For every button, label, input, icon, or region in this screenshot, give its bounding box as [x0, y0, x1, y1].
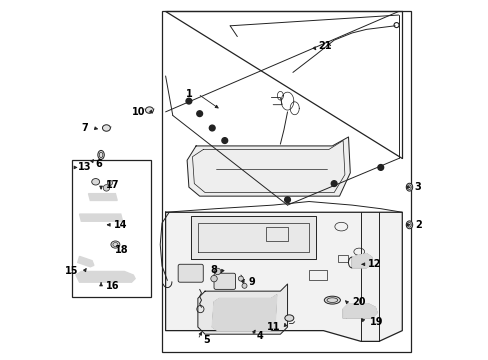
Ellipse shape: [285, 315, 293, 321]
Circle shape: [103, 185, 109, 191]
Text: 7: 7: [81, 123, 88, 133]
Circle shape: [210, 275, 217, 282]
Ellipse shape: [324, 296, 340, 304]
Polygon shape: [78, 256, 94, 267]
Text: 2: 2: [414, 220, 421, 230]
Circle shape: [284, 197, 290, 203]
Circle shape: [209, 125, 215, 131]
Circle shape: [196, 111, 202, 117]
Text: 1: 1: [185, 89, 192, 99]
Circle shape: [377, 165, 383, 170]
Polygon shape: [165, 212, 402, 341]
Text: 5: 5: [203, 334, 209, 345]
Bar: [72, 160, 151, 297]
FancyBboxPatch shape: [214, 273, 235, 289]
Text: 4: 4: [257, 331, 263, 341]
Text: 19: 19: [369, 317, 383, 327]
Text: 14: 14: [113, 220, 127, 230]
Text: 11: 11: [266, 322, 280, 332]
Circle shape: [185, 98, 191, 104]
Polygon shape: [88, 194, 117, 201]
Text: 17: 17: [106, 180, 120, 190]
Text: 18: 18: [115, 245, 129, 255]
Bar: [308, 270, 326, 280]
Circle shape: [238, 276, 243, 281]
Text: 3: 3: [414, 182, 421, 192]
Polygon shape: [187, 137, 349, 196]
Polygon shape: [212, 295, 276, 330]
Text: 6: 6: [96, 159, 102, 169]
Polygon shape: [351, 253, 371, 268]
Ellipse shape: [406, 221, 412, 229]
Text: 15: 15: [65, 266, 79, 276]
Polygon shape: [190, 216, 316, 259]
Ellipse shape: [92, 179, 100, 185]
Text: 9: 9: [247, 277, 254, 287]
Text: 21: 21: [317, 41, 331, 50]
Ellipse shape: [406, 183, 412, 191]
Text: 16: 16: [106, 281, 120, 291]
Ellipse shape: [111, 241, 120, 248]
Circle shape: [222, 138, 227, 143]
Circle shape: [242, 283, 246, 288]
Circle shape: [330, 181, 336, 186]
Bar: [162, 12, 410, 352]
Circle shape: [107, 180, 112, 185]
Text: 8: 8: [210, 265, 217, 275]
Text: 20: 20: [351, 297, 365, 307]
Text: 13: 13: [78, 162, 91, 172]
FancyBboxPatch shape: [178, 264, 203, 282]
Text: 10: 10: [132, 107, 145, 117]
Polygon shape: [343, 304, 376, 318]
Polygon shape: [80, 214, 122, 221]
Bar: [337, 255, 348, 262]
Bar: [265, 226, 287, 241]
Polygon shape: [76, 271, 135, 282]
Text: 12: 12: [367, 259, 381, 269]
Ellipse shape: [102, 125, 110, 131]
Polygon shape: [198, 284, 287, 334]
Ellipse shape: [98, 150, 104, 159]
Ellipse shape: [145, 107, 153, 113]
Circle shape: [214, 268, 221, 275]
